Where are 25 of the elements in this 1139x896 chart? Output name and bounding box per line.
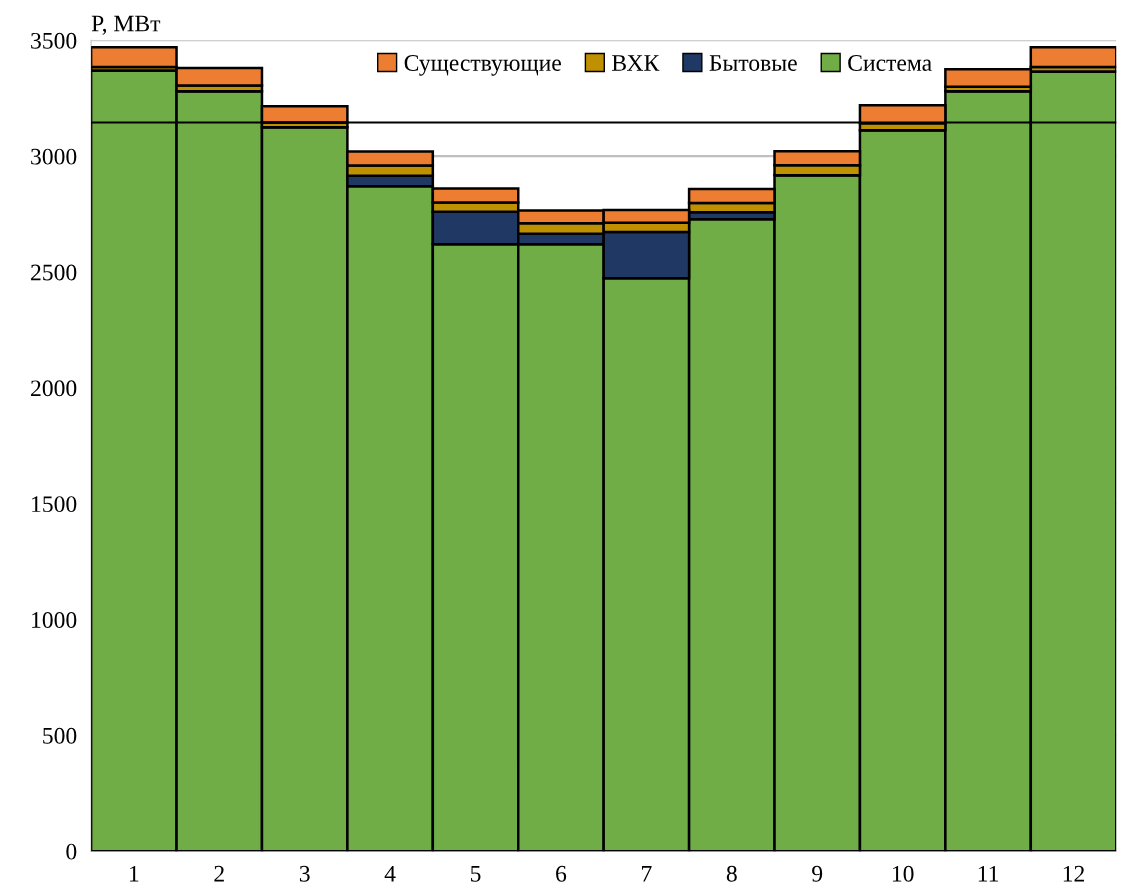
y-axis-title: P, МВт: [91, 15, 161, 35]
legend-label: ВХК: [612, 55, 660, 71]
y-tick-label: 500: [43, 727, 77, 744]
x-tick-label: 1: [130, 865, 139, 882]
x-tick-label: 12: [1063, 865, 1085, 882]
x-tick-label: 7: [642, 866, 652, 882]
x-tick-label: 2: [214, 865, 224, 882]
x-tick-label: 6: [556, 865, 567, 882]
y-tick-label: 2500: [31, 264, 77, 281]
x-tick-label: 9: [812, 865, 823, 882]
y-tick-label: 2000: [31, 380, 77, 397]
x-tick-label: 10: [892, 865, 914, 882]
legend-label: Существующие: [404, 55, 561, 76]
x-tick-label: 11: [978, 865, 999, 882]
x-tick-label: 3: [299, 865, 310, 882]
legend-label: Система: [848, 55, 932, 71]
y-tick-label: 0: [66, 843, 77, 860]
y-tick-label: 3000: [31, 148, 77, 165]
y-tick-label: 1500: [32, 496, 77, 513]
x-tick-label: 5: [471, 866, 481, 882]
y-tick-label: 1000: [32, 612, 77, 628]
y-tick-label: 3500: [31, 32, 77, 49]
x-tick-label: 4: [384, 865, 396, 882]
legend-label: Бытовые: [709, 55, 797, 71]
x-tick-label: 8: [726, 865, 737, 882]
